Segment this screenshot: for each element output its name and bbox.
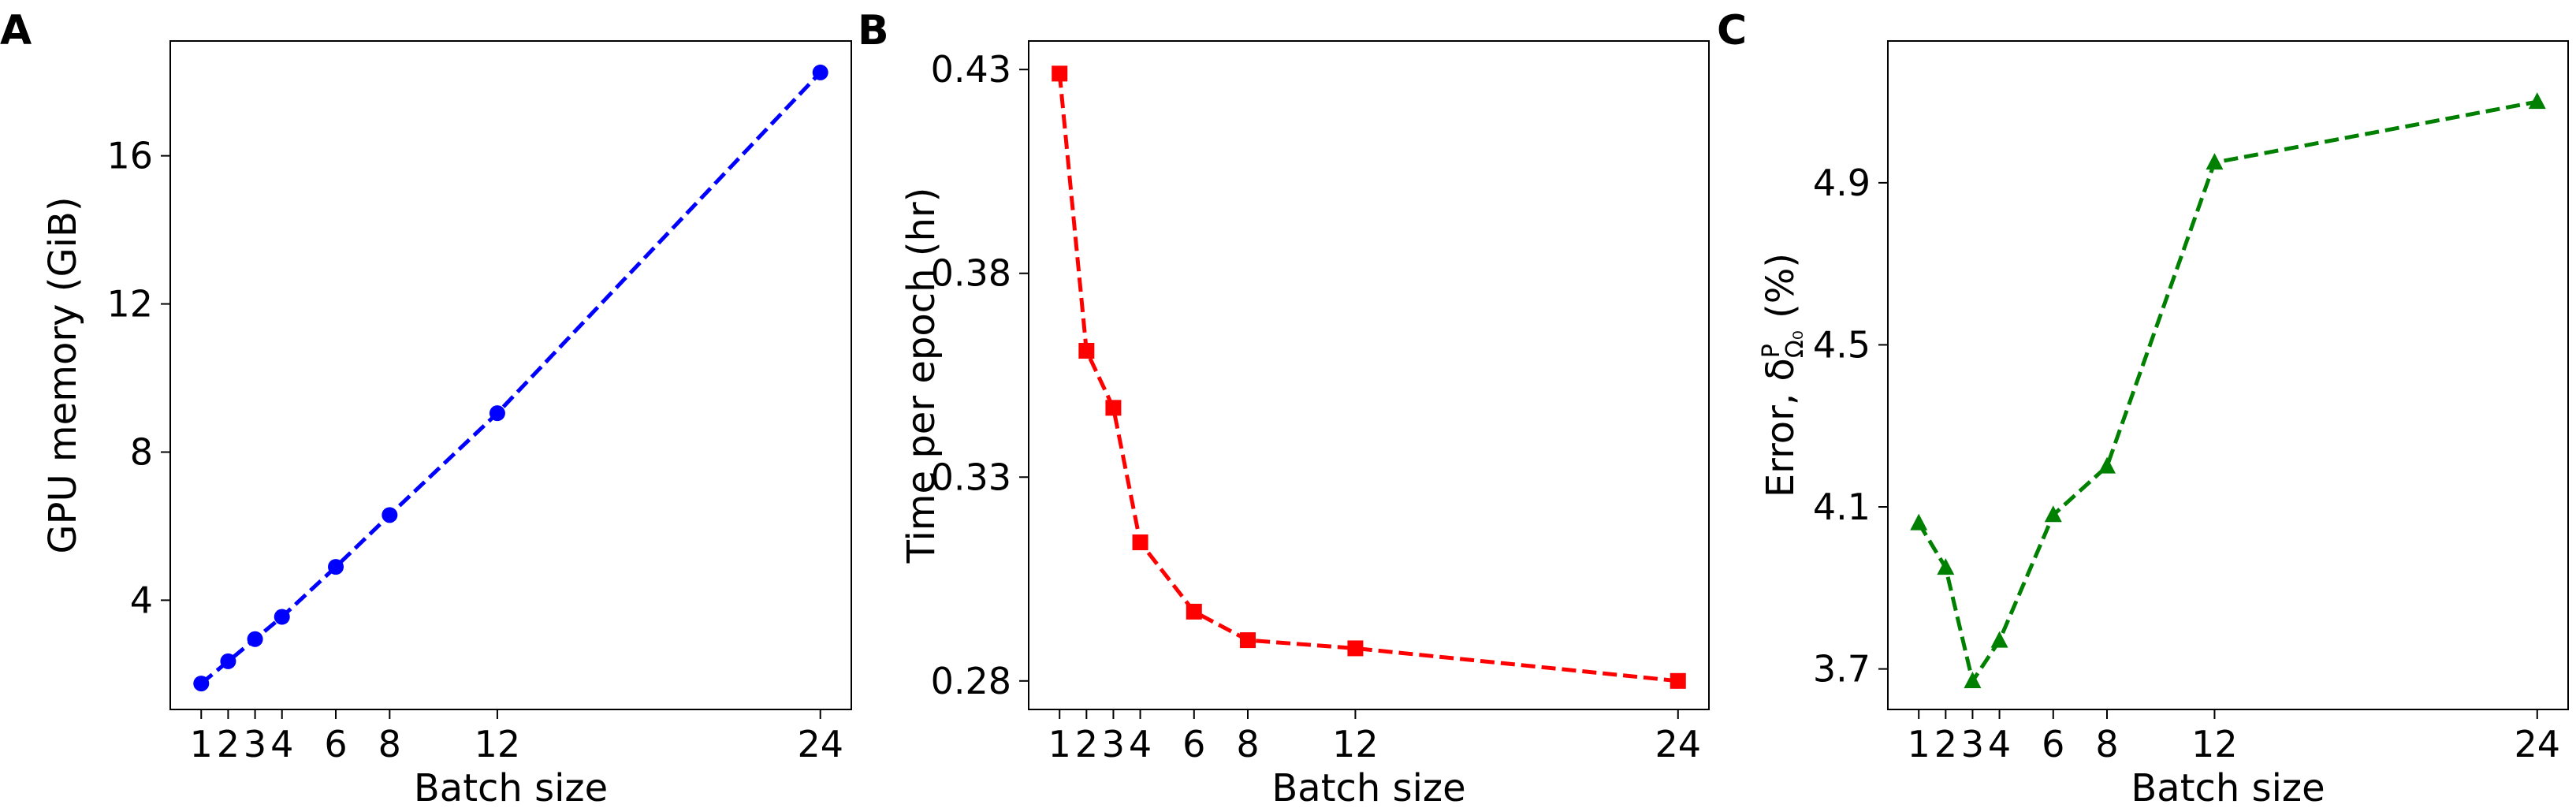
- data-point: [1910, 513, 1928, 531]
- data-point: [1990, 631, 2008, 648]
- x-axis-label: Batch size: [414, 766, 608, 808]
- y-axis-label: GPU memory (GiB): [41, 196, 85, 553]
- x-tick-label: 3: [1102, 723, 1125, 765]
- data-point: [489, 405, 505, 422]
- y-tick-label: 16: [106, 135, 153, 177]
- x-axis-label: Batch size: [2131, 766, 2325, 808]
- data-point: [1052, 65, 1068, 82]
- y-tick-label: 3.7: [1813, 648, 1871, 691]
- data-point: [2528, 92, 2546, 110]
- x-tick-label: 4: [1988, 723, 2011, 765]
- y-tick-label: 4.9: [1813, 162, 1871, 204]
- y-tick-label: 0.43: [931, 48, 1011, 91]
- x-tick-label: 2: [1075, 723, 1098, 765]
- data-point: [1347, 640, 1364, 657]
- x-tick-label: 8: [378, 723, 401, 765]
- data-point: [328, 559, 344, 575]
- data-point: [812, 64, 828, 80]
- y-tick-label: 0.28: [931, 660, 1011, 702]
- x-tick-label: 8: [1236, 723, 1259, 765]
- x-tick-label: 12: [475, 723, 521, 765]
- x-tick-label: 1: [1048, 723, 1071, 765]
- data-point: [1240, 632, 1256, 649]
- data-point: [1937, 558, 1955, 575]
- data-point: [2098, 456, 2116, 474]
- y-tick-label: 4.1: [1813, 486, 1871, 528]
- data-point: [220, 653, 236, 669]
- axes-frame: [1028, 40, 1710, 710]
- y-axis-label: Time per epoch (hr): [899, 188, 944, 564]
- series-line: [199, 71, 822, 686]
- axes-frame: [1887, 40, 2569, 710]
- x-tick-label: 6: [324, 723, 347, 765]
- data-point: [1105, 400, 1122, 416]
- data-point: [1670, 672, 1686, 689]
- y-tick-label: 4.5: [1813, 323, 1871, 366]
- x-tick-label: 2: [1934, 723, 1957, 765]
- y-axis-label: Error, δPΩ₀ (%): [1758, 253, 1809, 497]
- y-tick-label: 0.38: [931, 252, 1011, 295]
- panel-letter: C: [1717, 7, 1747, 54]
- data-point: [1078, 342, 1095, 359]
- x-tick-label: 24: [2514, 723, 2560, 765]
- data-point: [247, 631, 263, 647]
- data-point: [1186, 603, 1202, 620]
- x-tick-label: 1: [190, 723, 213, 765]
- data-point: [2044, 505, 2062, 523]
- x-tick-label: 12: [1332, 723, 1379, 765]
- x-tick-label: 24: [797, 723, 843, 765]
- x-tick-label: 4: [270, 723, 293, 765]
- x-tick-label: 6: [1182, 723, 1205, 765]
- y-tick-label: 4: [130, 579, 153, 621]
- y-tick-label: 8: [130, 430, 153, 473]
- x-tick-label: 3: [1961, 723, 1984, 765]
- data-point: [1964, 672, 1982, 689]
- axes-frame: [169, 40, 852, 710]
- data-point: [382, 507, 398, 523]
- x-tick-label: 3: [244, 723, 266, 765]
- series-line: [1057, 73, 1679, 683]
- y-tick-label: 12: [106, 283, 153, 326]
- x-tick-label: 6: [2042, 723, 2064, 765]
- series-line: [1917, 99, 2538, 687]
- x-axis-label: Batch size: [1271, 766, 1465, 808]
- data-point: [193, 676, 210, 692]
- x-tick-label: 4: [1129, 723, 1152, 765]
- data-point: [1132, 534, 1148, 550]
- x-tick-label: 12: [2191, 723, 2238, 765]
- y-tick-label: 0.33: [931, 456, 1011, 498]
- x-tick-label: 8: [2095, 723, 2118, 765]
- data-point: [2206, 153, 2224, 170]
- panel-letter: A: [0, 7, 32, 54]
- panel-letter: B: [858, 7, 889, 54]
- x-tick-label: 2: [217, 723, 240, 765]
- data-point: [274, 609, 290, 625]
- x-tick-label: 24: [1655, 723, 1701, 765]
- x-tick-label: 1: [1908, 723, 1930, 765]
